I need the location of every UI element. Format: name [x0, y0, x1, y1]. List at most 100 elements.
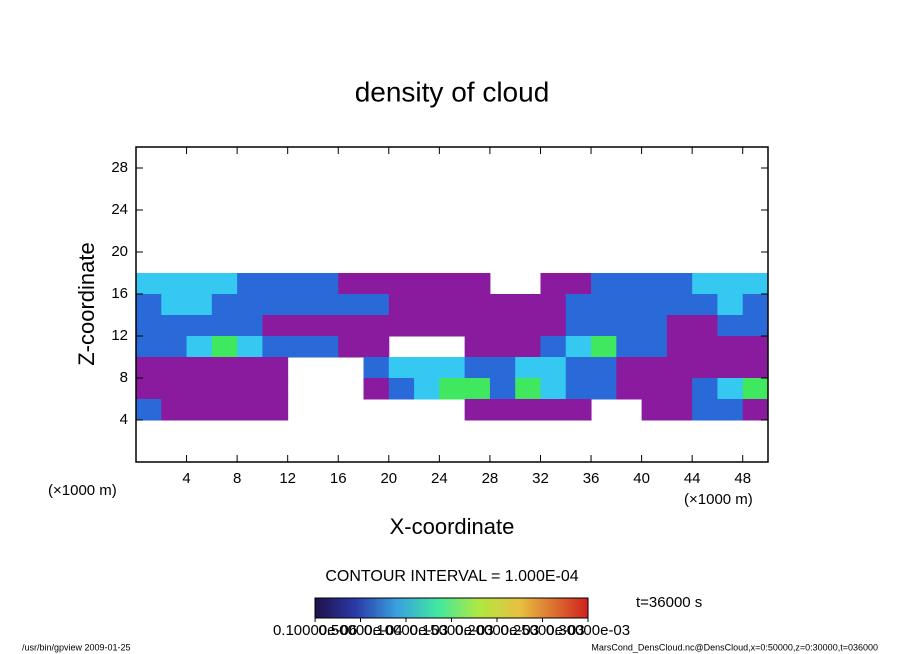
density-cell — [591, 357, 617, 379]
density-cell — [186, 399, 213, 421]
density-cell — [540, 399, 567, 421]
density-cell — [211, 378, 238, 400]
density-cell — [464, 399, 491, 421]
density-cell — [717, 273, 744, 295]
density-cell — [388, 357, 415, 379]
density-cell — [641, 399, 668, 421]
density-cell — [237, 399, 263, 421]
footer: MarsCond_DensCloud.nc@DensCloud,x=0:5000… — [591, 642, 878, 652]
density-cell — [666, 336, 693, 358]
density-cell — [666, 315, 693, 337]
density-cell — [666, 357, 693, 379]
y-tick-label: 24 — [111, 201, 128, 218]
density-cell — [641, 336, 668, 358]
density-cell — [338, 273, 365, 295]
density-cell — [136, 315, 162, 337]
density-cell — [338, 336, 365, 358]
density-cell — [161, 399, 188, 421]
density-cell — [742, 273, 769, 295]
density-cell — [211, 294, 238, 316]
density-cell — [540, 378, 567, 400]
density-cell — [641, 378, 668, 400]
density-cell — [186, 294, 213, 316]
x-unit: (×1000 m) — [48, 482, 117, 499]
density-cell — [717, 336, 744, 358]
y-tick-label: 20 — [111, 243, 128, 260]
density-cell — [515, 357, 541, 379]
density-cell — [237, 336, 263, 358]
density-cell — [591, 378, 617, 400]
density-cell — [186, 357, 213, 379]
density-cell — [742, 378, 769, 400]
density-cell — [237, 357, 263, 379]
density-cell — [616, 294, 643, 316]
density-cell — [136, 357, 162, 379]
density-cell — [464, 315, 491, 337]
colorbar-tick-label: 0.20000e-03 — [455, 622, 539, 639]
density-cell — [439, 315, 466, 337]
density-cell — [237, 315, 263, 337]
density-cell — [540, 357, 567, 379]
density-cell — [262, 399, 289, 421]
density-cell — [641, 357, 668, 379]
density-cell — [414, 315, 440, 337]
density-cell — [338, 315, 365, 337]
density-cell — [439, 378, 466, 400]
density-cell — [692, 378, 718, 400]
density-cell — [262, 336, 289, 358]
density-cell — [312, 336, 339, 358]
density-cell — [211, 315, 238, 337]
density-cell — [515, 294, 541, 316]
density-cell — [742, 315, 769, 337]
density-cell — [338, 294, 365, 316]
plot-frame — [135, 146, 769, 463]
y-tick-label: 12 — [111, 327, 128, 344]
density-cell — [464, 357, 491, 379]
density-cell — [540, 273, 567, 295]
density-cell — [312, 273, 339, 295]
x-unit: (×1000 m) — [684, 491, 753, 508]
density-cell — [616, 336, 643, 358]
density-cell — [136, 399, 162, 421]
density-cell — [742, 357, 769, 379]
density-cell — [565, 294, 592, 316]
density-cell — [666, 378, 693, 400]
density-cell — [489, 357, 516, 379]
time-label: t=36000 s — [636, 594, 702, 611]
density-cell — [666, 294, 693, 316]
density-cell — [742, 336, 769, 358]
density-cell — [161, 336, 188, 358]
chart-title: density of cloud — [355, 76, 550, 107]
density-cell — [161, 378, 188, 400]
density-cell — [237, 294, 263, 316]
x-tick-label: 16 — [330, 470, 347, 487]
x-tick-label: 28 — [482, 470, 499, 487]
density-cell — [591, 294, 617, 316]
colorbar-tick-label: 0.30000e-03 — [546, 622, 630, 639]
density-cell — [186, 378, 213, 400]
colorbar-tick-label: 0.15000e-03 — [409, 622, 493, 639]
density-cell — [439, 357, 466, 379]
footer: /usr/bin/gpview 2009-01-25 — [22, 642, 131, 652]
density-cell — [692, 336, 718, 358]
density-cell — [666, 399, 693, 421]
density-cell — [489, 336, 516, 358]
density-cell — [464, 294, 491, 316]
density-cell — [262, 357, 289, 379]
density-cell — [287, 273, 314, 295]
y-axis-label: Z-coordinate — [74, 242, 99, 366]
density-cell — [136, 294, 162, 316]
density-cell — [388, 315, 415, 337]
x-tick-label: 48 — [734, 470, 751, 487]
density-cell — [515, 399, 541, 421]
density-cell — [363, 357, 390, 379]
colorbar-tick-label: 0.10000e-03 — [364, 622, 448, 639]
density-cell — [464, 273, 491, 295]
x-tick-label: 24 — [431, 470, 448, 487]
density-cell — [591, 336, 617, 358]
density-cell — [565, 315, 592, 337]
density-cell — [161, 273, 188, 295]
density-cell — [742, 399, 769, 421]
density-cell — [363, 294, 390, 316]
density-cell — [186, 273, 213, 295]
